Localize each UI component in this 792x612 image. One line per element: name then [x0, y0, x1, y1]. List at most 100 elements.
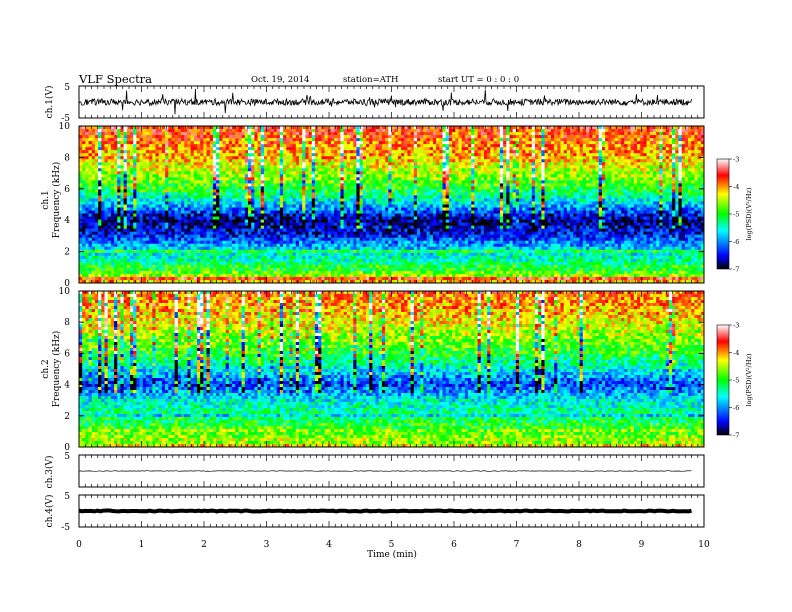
spectrogram-cell [372, 135, 375, 138]
spectrogram-cell [353, 268, 356, 271]
spectrogram-cell [309, 129, 312, 132]
spectrogram-cell [194, 141, 197, 144]
spectrogram-cell [264, 150, 267, 153]
spectrogram-cell [293, 271, 296, 274]
spectrogram-cell [216, 220, 219, 223]
spectrogram-cell [120, 268, 123, 271]
spectrogram-cell [89, 192, 92, 195]
spectrogram-cell [219, 217, 222, 220]
spectrogram-cell [379, 229, 382, 232]
spectrogram-cell [210, 232, 213, 235]
spectrogram-cell [149, 192, 152, 195]
spectrogram-cell [98, 174, 101, 177]
spectrogram-cell [344, 159, 347, 162]
spectrogram-cell [168, 195, 171, 198]
spectrogram-cell [98, 235, 101, 238]
spectrogram-cell [350, 138, 353, 141]
spectrogram-cell [156, 208, 159, 211]
spectrogram-cell [216, 177, 219, 180]
spectrogram-cell [114, 156, 117, 159]
spectrogram-cell [159, 198, 162, 201]
spectrogram-cell [254, 138, 257, 141]
spectrogram-cell [149, 180, 152, 183]
spectrogram-cell [318, 253, 321, 256]
spectrogram-cell [105, 229, 108, 232]
spectrogram-cell [261, 141, 264, 144]
spectrogram-cell [245, 235, 248, 238]
spectrogram-cell [363, 277, 366, 280]
spectrogram-cell [337, 268, 340, 271]
spectrogram-cell [376, 162, 379, 165]
spectrogram-cell [360, 144, 363, 147]
spectrogram-cell [264, 153, 267, 156]
ch1-waveform-panel: 5 -5 ch.1(V) [44, 83, 704, 124]
spectrogram-cell [133, 268, 136, 271]
spectrogram-cell [283, 247, 286, 250]
spectrogram-cell [146, 208, 149, 211]
spectrogram-cell [133, 247, 136, 250]
spectrogram-cell [267, 138, 270, 141]
spectrogram-cell [89, 238, 92, 241]
spectrogram-cell [340, 274, 343, 277]
spectrogram-cell [136, 186, 139, 189]
spectrogram-cell [267, 277, 270, 280]
spectrogram-cell [101, 205, 104, 208]
spectrogram-cell [89, 195, 92, 198]
spectrogram-cell [101, 141, 104, 144]
spectrogram-cell [302, 208, 305, 211]
spectrogram-cell [82, 162, 85, 165]
spectrogram-cell [216, 205, 219, 208]
spectrogram-cell [254, 135, 257, 138]
spectrogram-cell [315, 165, 318, 168]
spectrogram-cell [82, 135, 85, 138]
spectrogram-cell [274, 189, 277, 192]
spectrogram-cell [111, 171, 114, 174]
spectrogram-cell [248, 247, 251, 250]
spectrogram-cell [299, 259, 302, 262]
spectrogram-cell [270, 220, 273, 223]
spectrogram-cell [356, 150, 359, 153]
spectrogram-cell [363, 147, 366, 150]
spectrogram-cell [130, 162, 133, 165]
spectrogram-cell [372, 129, 375, 132]
spectrogram-cell [309, 232, 312, 235]
spectrogram-cell [372, 138, 375, 141]
spectrogram-cell [267, 217, 270, 220]
spectrogram-cell [340, 271, 343, 274]
spectrogram-cell [105, 177, 108, 180]
spectrogram-cell [181, 162, 184, 165]
spectrogram-cell [274, 171, 277, 174]
spectrogram-cell [187, 153, 190, 156]
spectrogram-cell [226, 180, 229, 183]
spectrogram-cell [117, 165, 120, 168]
spectrogram-cell [117, 217, 120, 220]
spectrogram-cell [242, 186, 245, 189]
spectrogram-cell [219, 211, 222, 214]
spectrogram-cell [296, 156, 299, 159]
spectrogram-cell [318, 183, 321, 186]
spectrogram-cell [219, 189, 222, 192]
spectrogram-cell [270, 229, 273, 232]
spectrogram-cell [200, 265, 203, 268]
spectrogram-cell [203, 156, 206, 159]
spectrogram-cell [334, 259, 337, 262]
spectrogram-cell [149, 129, 152, 132]
spectrogram-cell [187, 211, 190, 214]
spectrogram-cell [238, 153, 241, 156]
spectrogram-cell [203, 217, 206, 220]
spectrogram-cell [277, 235, 280, 238]
spectrogram-cell [210, 171, 213, 174]
spectrogram-cell [98, 183, 101, 186]
spectrogram-cell [200, 129, 203, 132]
spectrogram-cell [347, 244, 350, 247]
spectrogram-cell [379, 262, 382, 265]
spectrogram-cell [82, 262, 85, 265]
spectrogram-cell [337, 177, 340, 180]
spectrogram-cell [105, 244, 108, 247]
spectrogram-cell [165, 129, 168, 132]
spectrogram-cell [210, 195, 213, 198]
spectrogram-cell [334, 189, 337, 192]
spectrogram-cell [277, 165, 280, 168]
spectrogram-cell [156, 177, 159, 180]
spectrogram-cell [79, 129, 82, 132]
